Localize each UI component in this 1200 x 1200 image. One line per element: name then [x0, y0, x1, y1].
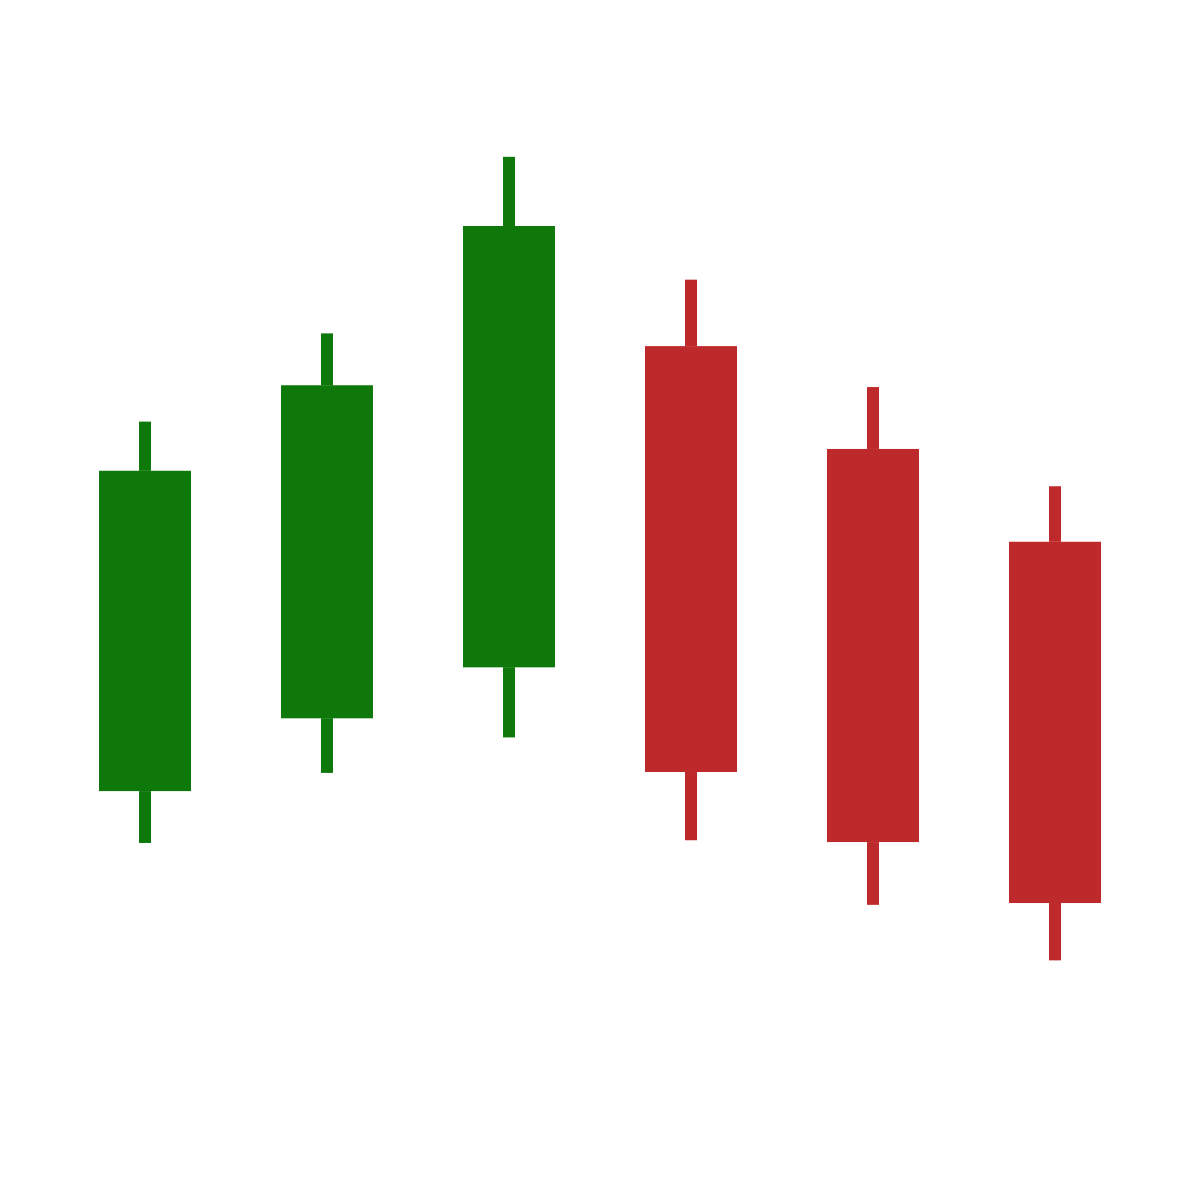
candle-lower-wick	[867, 842, 879, 905]
candle-body	[645, 346, 737, 772]
candle-body	[463, 225, 555, 668]
candle-upper-wick	[503, 156, 515, 226]
candle-6-down	[1009, 486, 1101, 961]
candle-4-down	[645, 279, 737, 841]
candle-upper-wick	[1049, 486, 1061, 542]
candle-upper-wick	[139, 421, 151, 471]
candle-lower-wick	[139, 791, 151, 843]
candle-3-up	[463, 156, 555, 738]
candle-body	[281, 385, 373, 719]
candle-5-down	[827, 387, 919, 905]
candle-lower-wick	[503, 667, 515, 738]
candle-upper-wick	[685, 279, 697, 347]
candle-upper-wick	[321, 333, 333, 386]
candle-body	[1009, 541, 1101, 904]
candle-upper-wick	[867, 387, 879, 449]
candle-body	[99, 470, 191, 792]
candle-body	[827, 448, 919, 843]
candle-lower-wick	[1049, 903, 1061, 961]
candle-2-up	[281, 333, 373, 773]
candle-lower-wick	[685, 771, 697, 841]
candle-1-up	[99, 421, 191, 843]
candle-lower-wick	[321, 718, 333, 773]
